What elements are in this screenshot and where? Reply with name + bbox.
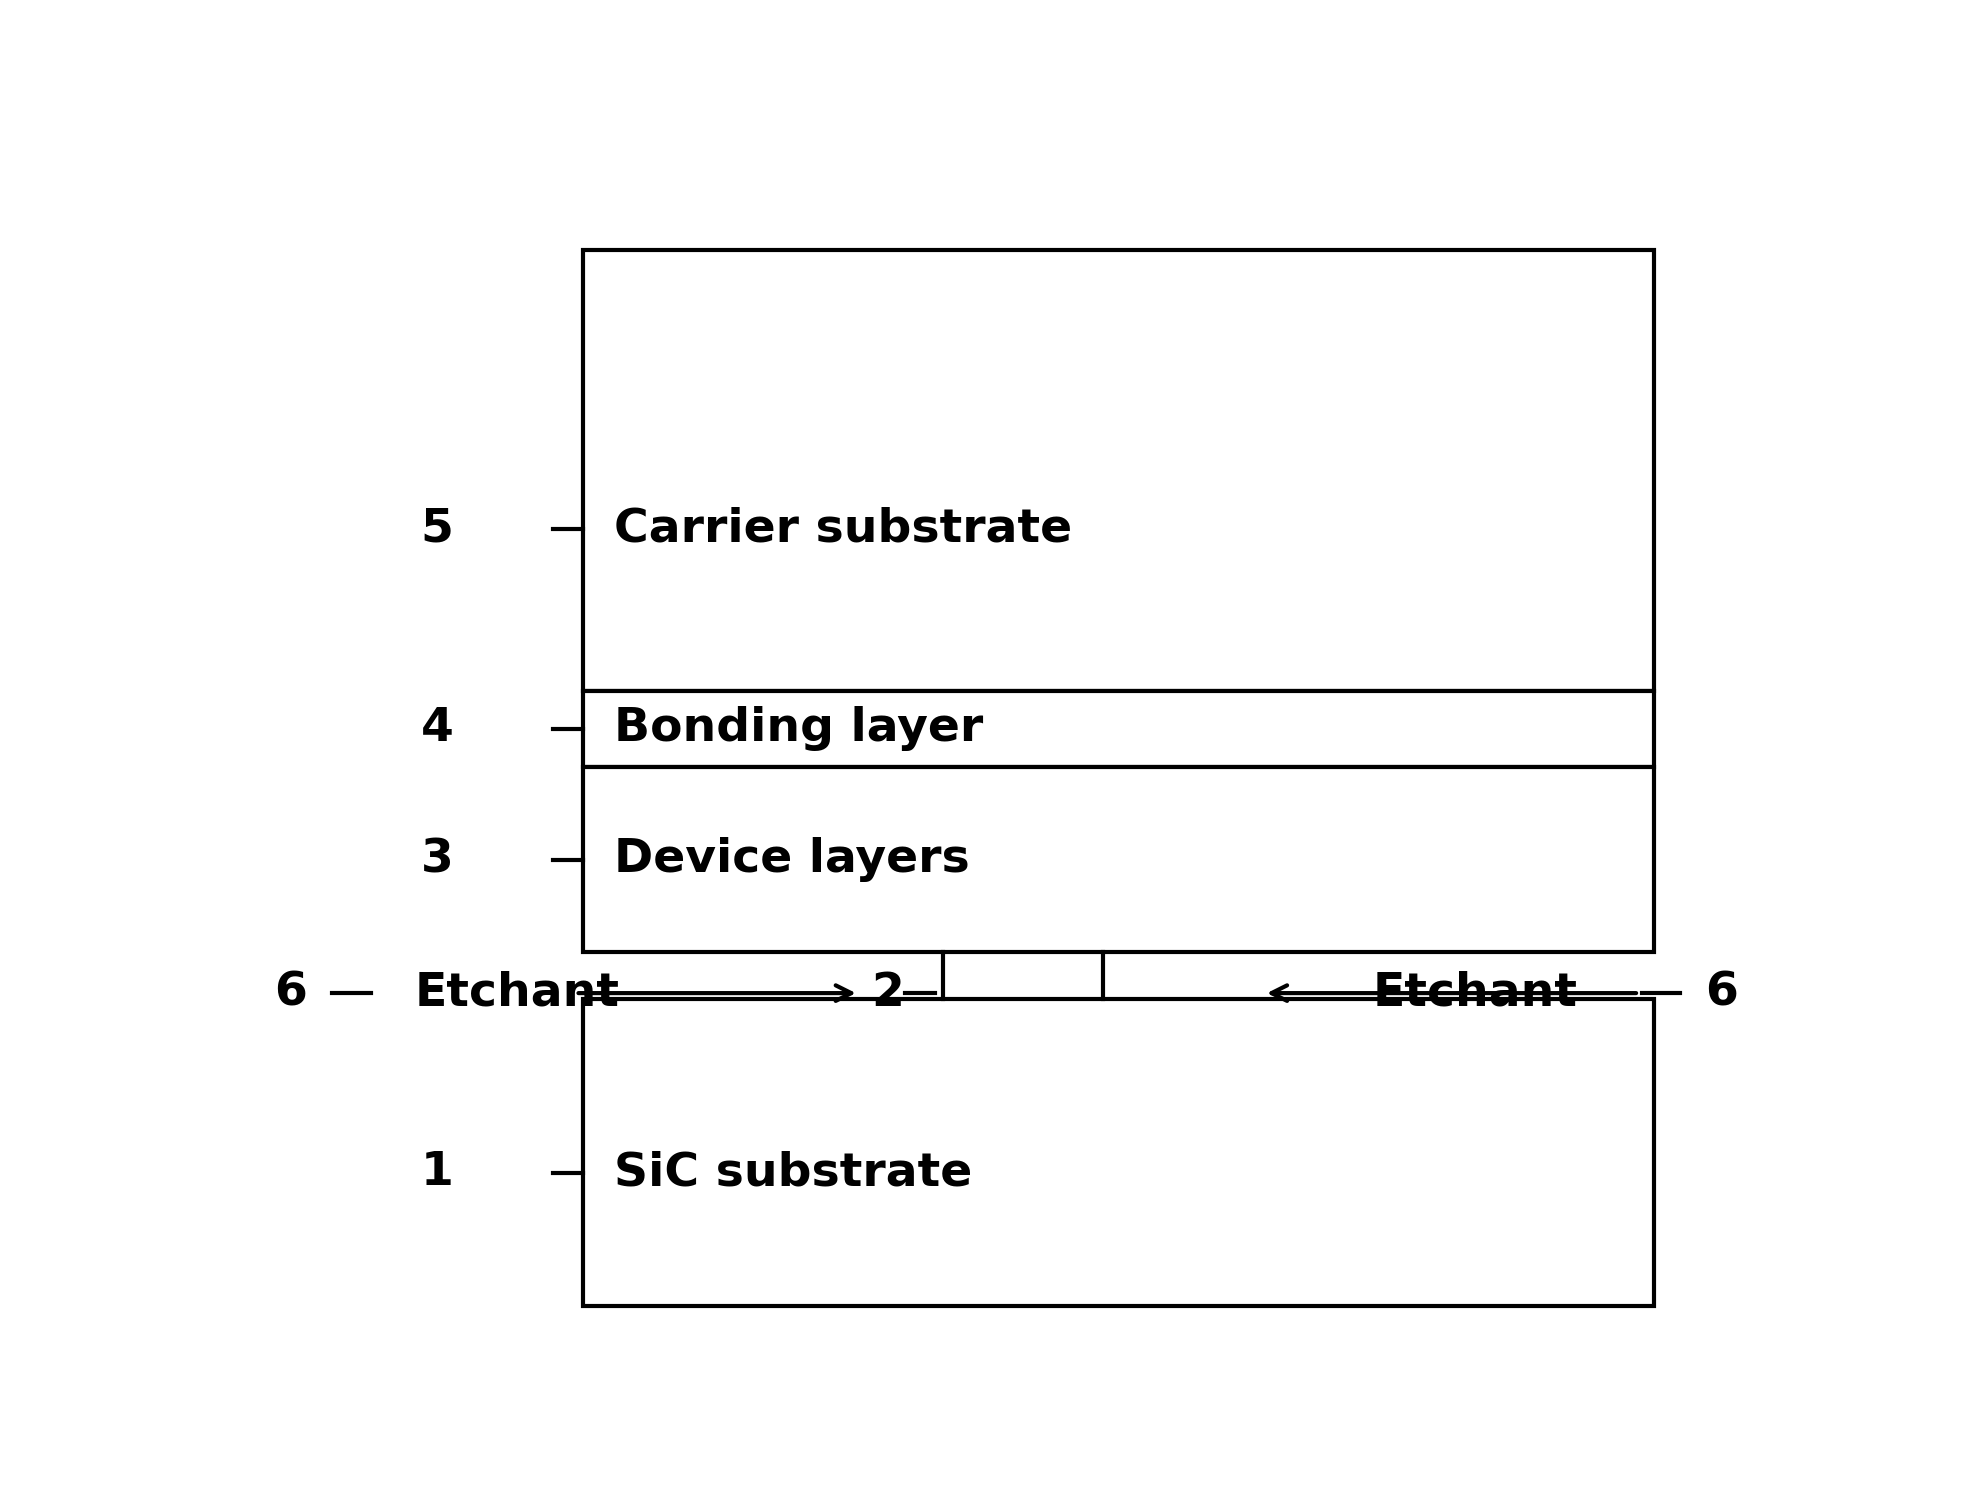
Text: 1: 1 (420, 1150, 454, 1195)
Text: 2: 2 (872, 971, 904, 1016)
Text: Carrier substrate: Carrier substrate (614, 506, 1071, 552)
FancyBboxPatch shape (584, 999, 1653, 1307)
Text: Etchant: Etchant (1371, 971, 1576, 1016)
Text: 4: 4 (420, 707, 454, 750)
Text: 5: 5 (420, 506, 454, 552)
FancyBboxPatch shape (584, 250, 1653, 692)
Text: 6: 6 (274, 971, 308, 1016)
Text: 6: 6 (1705, 971, 1738, 1016)
Text: Device layers: Device layers (614, 838, 969, 882)
Text: SiC substrate: SiC substrate (614, 1150, 971, 1195)
Text: 3: 3 (420, 838, 454, 882)
Text: Etchant: Etchant (414, 971, 620, 1016)
Text: Bonding layer: Bonding layer (614, 707, 983, 750)
FancyBboxPatch shape (584, 767, 1653, 952)
FancyBboxPatch shape (584, 692, 1653, 767)
